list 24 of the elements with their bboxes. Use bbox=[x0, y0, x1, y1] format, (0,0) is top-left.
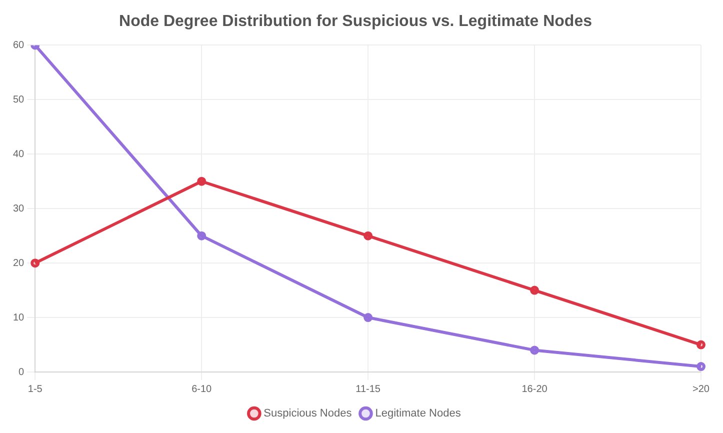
y-tick-label: 30 bbox=[13, 203, 25, 214]
chart-title: Node Degree Distribution for Suspicious vs. Legitimate Nodes bbox=[119, 13, 592, 30]
x-tick-label: 16-20 bbox=[522, 384, 548, 395]
point bbox=[530, 346, 540, 355]
y-tick-label: 60 bbox=[13, 40, 25, 51]
x-tick-label: 1-5 bbox=[28, 384, 43, 395]
point bbox=[197, 176, 206, 186]
point bbox=[197, 231, 206, 240]
y-tick-label: 20 bbox=[13, 258, 25, 269]
legend-label: Suspicious Nodes bbox=[264, 408, 352, 420]
point bbox=[364, 313, 373, 322]
legend-label: Legitimate Nodes bbox=[375, 408, 462, 420]
y-tick-label: 50 bbox=[13, 94, 25, 106]
point bbox=[530, 286, 540, 295]
point bbox=[696, 340, 706, 350]
y-tick-label: 40 bbox=[13, 148, 25, 160]
x-tick-label: >20 bbox=[692, 384, 710, 395]
y-tick-label: 10 bbox=[13, 312, 25, 324]
point bbox=[696, 362, 706, 372]
x-tick-label: 11-15 bbox=[356, 384, 381, 395]
x-tick-label: 6-10 bbox=[192, 384, 212, 395]
point bbox=[364, 231, 373, 240]
y-tick-label: 0 bbox=[18, 366, 25, 378]
point bbox=[30, 258, 40, 268]
